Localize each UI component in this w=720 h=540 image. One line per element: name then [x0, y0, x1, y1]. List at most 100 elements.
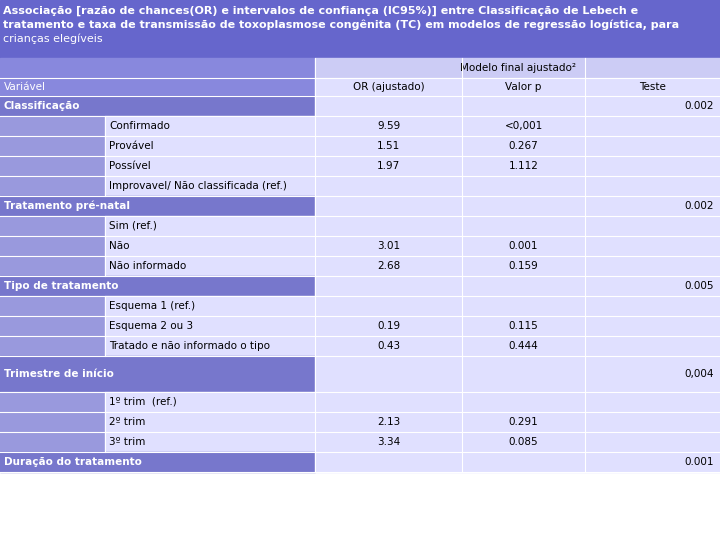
- Bar: [585, 216, 720, 236]
- Bar: [0, 96, 315, 116]
- Text: Duração do tratamento: Duração do tratamento: [4, 457, 142, 467]
- Bar: [315, 58, 720, 78]
- Bar: [585, 78, 720, 96]
- Bar: [105, 176, 315, 196]
- Bar: [315, 296, 462, 316]
- Bar: [0, 336, 105, 356]
- Bar: [462, 296, 585, 316]
- Bar: [0, 452, 315, 472]
- Bar: [0, 432, 105, 452]
- Text: 0.291: 0.291: [508, 417, 539, 427]
- Text: 1.112: 1.112: [508, 161, 539, 171]
- Bar: [315, 236, 462, 256]
- Text: 0.19: 0.19: [377, 321, 400, 331]
- Text: Valor p: Valor p: [505, 82, 541, 92]
- Bar: [105, 116, 315, 136]
- Text: Sim (ref.): Sim (ref.): [109, 221, 157, 231]
- Bar: [0, 156, 105, 176]
- Bar: [0, 58, 315, 78]
- Bar: [585, 412, 720, 432]
- Bar: [315, 316, 462, 336]
- Text: 0.002: 0.002: [685, 201, 714, 211]
- Text: Trimestre de início: Trimestre de início: [4, 369, 114, 379]
- Bar: [462, 176, 585, 196]
- Text: 1.51: 1.51: [377, 141, 400, 151]
- Text: 0.267: 0.267: [508, 141, 539, 151]
- Bar: [0, 296, 105, 316]
- Bar: [462, 392, 585, 412]
- Bar: [462, 432, 585, 452]
- Bar: [315, 116, 462, 136]
- Bar: [462, 96, 585, 116]
- Bar: [105, 236, 315, 256]
- Text: Modelo final ajustado²: Modelo final ajustado²: [459, 63, 575, 73]
- Bar: [585, 276, 720, 296]
- Bar: [462, 156, 585, 176]
- Bar: [462, 136, 585, 156]
- Text: Não informado: Não informado: [109, 261, 186, 271]
- Text: Tratado e não informado o tipo: Tratado e não informado o tipo: [109, 341, 270, 351]
- Bar: [315, 176, 462, 196]
- Bar: [0, 276, 315, 296]
- Bar: [105, 156, 315, 176]
- Bar: [0, 78, 315, 96]
- Text: Esquema 2 ou 3: Esquema 2 ou 3: [109, 321, 193, 331]
- Bar: [105, 256, 315, 276]
- Bar: [462, 78, 585, 96]
- Bar: [585, 196, 720, 216]
- Bar: [315, 336, 462, 356]
- Bar: [462, 412, 585, 432]
- Bar: [462, 116, 585, 136]
- Text: crianças elegíveis: crianças elegíveis: [3, 34, 103, 44]
- Bar: [315, 216, 462, 236]
- Text: 1º trim  (ref.): 1º trim (ref.): [109, 397, 176, 407]
- Bar: [105, 136, 315, 156]
- Text: 0.43: 0.43: [377, 341, 400, 351]
- Bar: [585, 316, 720, 336]
- Text: 3.01: 3.01: [377, 241, 400, 251]
- Text: 0,004: 0,004: [685, 369, 714, 379]
- Bar: [462, 196, 585, 216]
- Text: 0.001: 0.001: [685, 457, 714, 467]
- Text: Confirmado: Confirmado: [109, 121, 170, 131]
- Text: 0.159: 0.159: [508, 261, 539, 271]
- Text: Associação [razão de chances(OR) e intervalos de confiança (IC95%)] entre Classi: Associação [razão de chances(OR) e inter…: [3, 6, 638, 16]
- Bar: [462, 336, 585, 356]
- Bar: [105, 336, 315, 356]
- Bar: [462, 276, 585, 296]
- Bar: [585, 392, 720, 412]
- Text: 3º trim: 3º trim: [109, 437, 145, 447]
- Text: Não: Não: [109, 241, 130, 251]
- Text: 2.68: 2.68: [377, 261, 400, 271]
- Bar: [585, 432, 720, 452]
- Bar: [0, 356, 315, 392]
- Text: Possível: Possível: [109, 161, 150, 171]
- Bar: [315, 156, 462, 176]
- Text: Teste: Teste: [639, 82, 666, 92]
- Text: 1.97: 1.97: [377, 161, 400, 171]
- Bar: [462, 452, 585, 472]
- Bar: [315, 356, 462, 392]
- Bar: [315, 432, 462, 452]
- Bar: [462, 236, 585, 256]
- Bar: [105, 432, 315, 452]
- Text: Tipo de tratamento: Tipo de tratamento: [4, 281, 119, 291]
- Bar: [0, 196, 315, 216]
- Bar: [105, 296, 315, 316]
- Bar: [105, 392, 315, 412]
- Bar: [315, 196, 462, 216]
- Text: 0.005: 0.005: [685, 281, 714, 291]
- Text: tratamento e taxa de transmissão de toxoplasmose congênita (TC) em modelos de re: tratamento e taxa de transmissão de toxo…: [3, 20, 679, 30]
- Bar: [105, 412, 315, 432]
- Text: OR (ajustado): OR (ajustado): [353, 82, 424, 92]
- Text: 0.001: 0.001: [509, 241, 539, 251]
- Bar: [585, 452, 720, 472]
- Bar: [585, 256, 720, 276]
- Bar: [315, 78, 462, 96]
- Bar: [585, 156, 720, 176]
- Bar: [0, 236, 105, 256]
- Bar: [585, 336, 720, 356]
- Text: 2.13: 2.13: [377, 417, 400, 427]
- Bar: [315, 96, 462, 116]
- Bar: [585, 136, 720, 156]
